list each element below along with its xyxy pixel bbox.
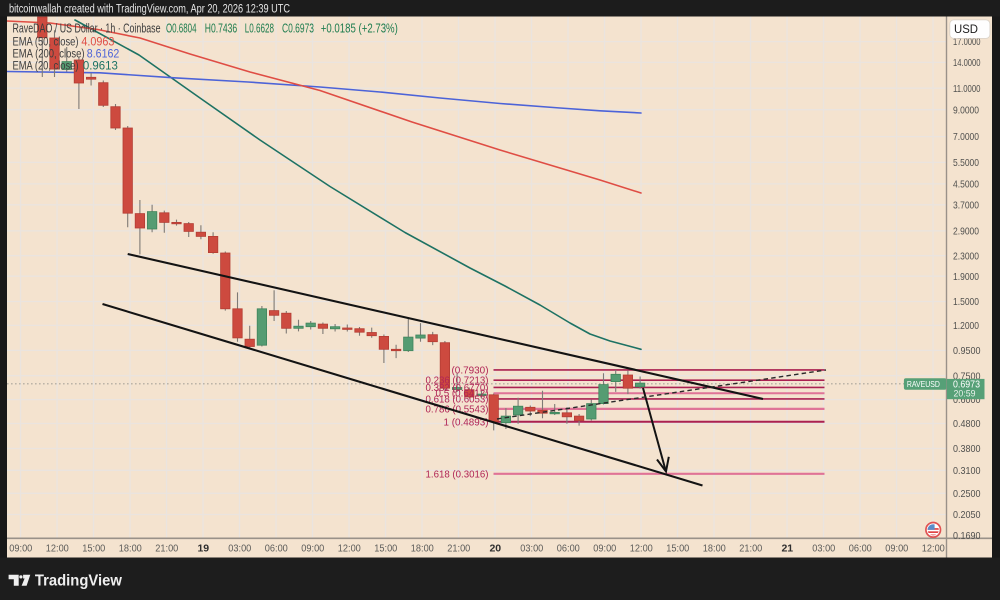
svg-text:18:00: 18:00 (411, 544, 434, 555)
svg-text:1.9000: 1.9000 (953, 271, 979, 283)
svg-text:21: 21 (781, 543, 793, 555)
svg-text:14.0000: 14.0000 (953, 57, 981, 69)
svg-text:0.618 (0.6053): 0.618 (0.6053) (426, 393, 489, 405)
svg-text:11.0000: 11.0000 (953, 83, 981, 95)
svg-text:H0.7436: H0.7436 (205, 22, 237, 36)
svg-text:bitcoinwallah created with Tra: bitcoinwallah created with TradingView.c… (9, 3, 290, 15)
svg-text:2.9000: 2.9000 (953, 226, 979, 238)
svg-text:EMA (200, close): EMA (200, close) (13, 49, 85, 61)
svg-text:18:00: 18:00 (119, 544, 142, 555)
svg-text:12:00: 12:00 (630, 544, 653, 555)
svg-text:4.0963: 4.0963 (81, 37, 114, 49)
svg-text:19: 19 (197, 543, 209, 555)
svg-text:RAVEUSD: RAVEUSD (907, 379, 940, 389)
svg-text:06:00: 06:00 (849, 544, 872, 555)
svg-text:03:00: 03:00 (812, 544, 835, 555)
svg-text:0.382 (0.6770): 0.382 (0.6770) (426, 382, 489, 394)
svg-text:0.9613: 0.9613 (83, 60, 118, 72)
svg-text:0.3100: 0.3100 (953, 465, 981, 477)
svg-text:15:00: 15:00 (82, 544, 105, 555)
svg-text:09:00: 09:00 (301, 544, 324, 555)
svg-text:03:00: 03:00 (228, 544, 251, 555)
svg-text:O0.6804: O0.6804 (166, 22, 197, 36)
svg-text:1.5000: 1.5000 (953, 296, 979, 308)
svg-text:7.0000: 7.0000 (953, 131, 979, 143)
svg-text:0.2050: 0.2050 (953, 509, 981, 521)
svg-text:2.3000: 2.3000 (953, 250, 979, 262)
svg-text:9.0000: 9.0000 (953, 104, 979, 116)
svg-text:5.5000: 5.5000 (953, 157, 979, 169)
svg-text:0.5 (0.6412): 0.5 (0.6412) (436, 388, 489, 400)
svg-text:1 (0.4893): 1 (0.4893) (444, 416, 489, 428)
svg-text:09:00: 09:00 (9, 544, 32, 555)
svg-text:L0.6628: L0.6628 (245, 22, 274, 36)
svg-text:4.5000: 4.5000 (953, 179, 979, 191)
svg-text:12:00: 12:00 (338, 544, 361, 555)
svg-text:03:00: 03:00 (520, 544, 543, 555)
svg-text:TradingView: TradingView (35, 573, 123, 590)
svg-text:8.6162: 8.6162 (87, 49, 120, 61)
svg-text:21:00: 21:00 (739, 544, 762, 555)
svg-text:USD: USD (954, 22, 978, 36)
svg-text:RaveDAO / US Dollar · 1h · Coi: RaveDAO / US Dollar · 1h · Coinbase (13, 22, 161, 36)
svg-text:06:00: 06:00 (557, 544, 580, 555)
svg-text:09:00: 09:00 (593, 544, 616, 555)
svg-text:18:00: 18:00 (703, 544, 726, 555)
svg-text:12:00: 12:00 (46, 544, 69, 555)
svg-text:0.236 (0.7213): 0.236 (0.7213) (426, 375, 489, 387)
svg-text:0.1690: 0.1690 (953, 530, 981, 542)
svg-text:21:00: 21:00 (447, 544, 470, 555)
svg-text:0.2500: 0.2500 (953, 488, 981, 500)
svg-text:20:59: 20:59 (954, 389, 976, 399)
svg-text:12:00: 12:00 (922, 544, 945, 555)
svg-text:20: 20 (489, 543, 501, 555)
svg-text:21:00: 21:00 (155, 544, 178, 555)
svg-text:0.4800: 0.4800 (953, 418, 981, 430)
svg-text:17.0000: 17.0000 (953, 36, 981, 48)
svg-text:0.3800: 0.3800 (953, 443, 981, 455)
svg-text:C0.6973: C0.6973 (282, 22, 314, 36)
svg-text:15:00: 15:00 (666, 544, 689, 555)
svg-text:1.2000: 1.2000 (953, 320, 979, 332)
svg-text:09:00: 09:00 (885, 544, 908, 555)
svg-text:+0.0185 (+2.73%): +0.0185 (+2.73%) (321, 22, 398, 36)
svg-text:(0.7930): (0.7930) (452, 364, 489, 376)
svg-text:06:00: 06:00 (265, 544, 288, 555)
svg-text:1.618 (0.3016): 1.618 (0.3016) (426, 468, 489, 480)
svg-text:EMA (20, close): EMA (20, close) (13, 60, 79, 72)
svg-text:0.9500: 0.9500 (953, 345, 981, 357)
svg-text:EMA (50, close): EMA (50, close) (13, 37, 79, 49)
svg-text:3.7000: 3.7000 (953, 199, 979, 211)
svg-text:0.6973: 0.6973 (953, 379, 980, 391)
svg-text:15:00: 15:00 (374, 544, 397, 555)
